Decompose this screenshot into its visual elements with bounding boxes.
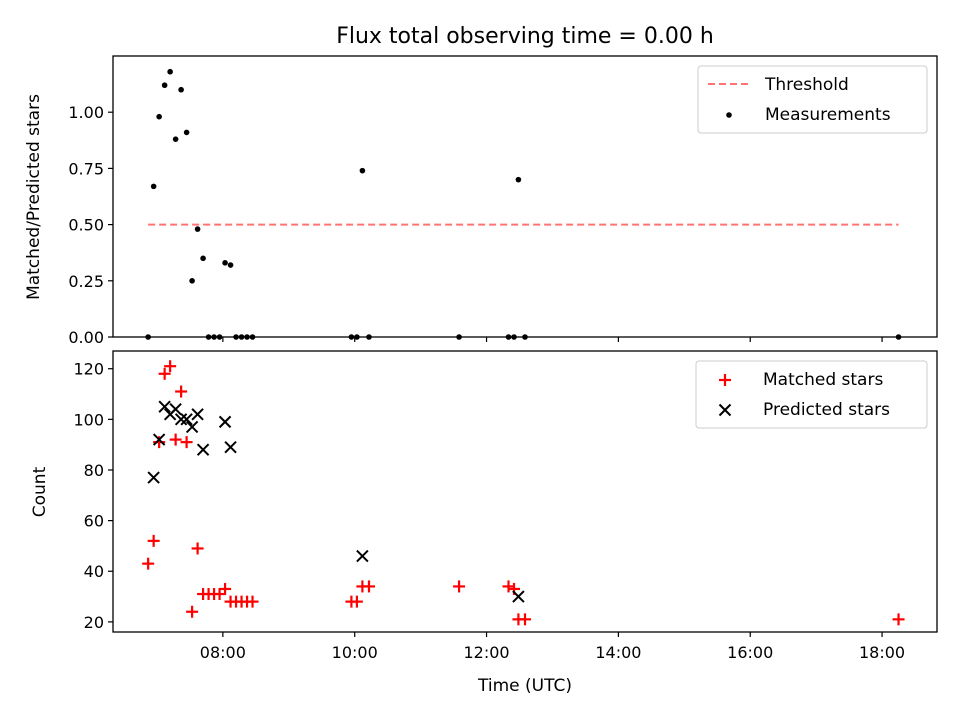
count-y-tick-label: 40 — [84, 562, 104, 581]
count-y-tick-label: 60 — [84, 512, 104, 531]
measurement-point — [161, 82, 168, 89]
predicted-star-point — [174, 413, 188, 426]
predicted-star-point — [158, 400, 171, 413]
matched-star-point — [175, 385, 188, 398]
ratio-y-tick-label: 0.75 — [68, 159, 104, 178]
legend-predicted-label: Predicted stars — [763, 400, 890, 420]
measurement-point — [227, 262, 234, 268]
count-y-tick-label: 120 — [73, 360, 104, 379]
matched-star-point — [502, 580, 515, 593]
count-y-axis-label: Count — [30, 466, 50, 517]
predicted-star-point — [356, 549, 369, 563]
predicted-star-point — [180, 413, 193, 426]
matched-star-point — [164, 360, 177, 373]
count-axes: 20 40 60 80 100 120 08:00 10:00 12:00 14:00 16:00 1… — [73, 360, 905, 662]
measurement-point — [150, 183, 157, 190]
matched-star-point — [246, 595, 259, 608]
measurement-point — [359, 167, 366, 174]
count-y-tick-label: 80 — [84, 461, 104, 480]
count-x-tick-label: 08:00 — [200, 643, 246, 662]
matched-star-point — [892, 613, 905, 626]
matched-star-point — [186, 605, 199, 618]
predicted-star-point — [147, 471, 160, 484]
count-plot-frame — [112, 350, 938, 633]
matched-star-point — [180, 436, 193, 449]
count-y-tick-label: 100 — [73, 410, 104, 429]
count-marks — [142, 360, 905, 626]
predicted-star-point — [218, 415, 232, 429]
count-x-tick-label: 16:00 — [727, 643, 773, 662]
matched-star-point — [158, 367, 171, 380]
predicted-star-point — [152, 433, 166, 446]
count-x-tick-label: 12:00 — [463, 643, 509, 662]
ratio-plot-frame — [112, 55, 938, 338]
predicted-star-point — [191, 408, 204, 421]
predicted-star-point — [224, 440, 237, 454]
count-legend: Matched stars Predicted stars — [695, 360, 928, 429]
legend-measurement-swatch — [726, 112, 732, 118]
count-x-axis-label: Time (UTC) — [477, 676, 572, 696]
count-x-tick-label: 10:00 — [332, 643, 378, 662]
ratio-axes: 0.00 0.25 0.50 0.75 1.00 — [68, 103, 883, 347]
ratio-y-tick-label: 0.25 — [68, 272, 104, 291]
ratio-y-axis-label: Matched/Predicted stars — [24, 94, 44, 300]
legend-predicted-swatch — [718, 403, 732, 417]
measurement-point — [189, 278, 195, 284]
ratio-y-tick-label: 1.00 — [68, 103, 104, 122]
measurement-point — [194, 226, 201, 232]
predicted-star-point — [185, 420, 199, 434]
predicted-star-point — [169, 403, 182, 416]
matched-star-point — [219, 582, 232, 595]
ratio-legend-box — [697, 65, 928, 134]
predicted-star-point — [196, 443, 210, 456]
measurement-point — [515, 176, 522, 183]
matched-star-point — [191, 542, 204, 555]
legend-measurement-label: Measurements — [765, 105, 891, 125]
matched-star-point — [169, 433, 182, 446]
count-subplot: 20 40 60 80 100 120 08:00 10:00 12:00 14:00 16:00 1… — [30, 350, 938, 696]
count-legend-box — [695, 360, 928, 429]
ratio-subplot: 0.00 0.25 0.50 0.75 1.00 Matched/Predicted s… — [24, 55, 938, 347]
ratio-legend: Threshold Measurements — [697, 65, 928, 134]
measurement-point — [178, 86, 184, 93]
measurement-point — [222, 260, 228, 266]
legend-matched-swatch — [719, 374, 731, 386]
legend-matched-label: Matched stars — [763, 370, 883, 390]
count-y-tick-label: 20 — [84, 613, 104, 632]
matched-star-point — [142, 557, 155, 570]
measurement-point — [172, 136, 179, 142]
ratio-y-tick-label: 0.00 — [68, 328, 104, 347]
measurement-point — [167, 68, 173, 75]
figure-title: Flux total observing time = 0.00 h — [336, 24, 714, 49]
ratio-marks — [145, 68, 902, 340]
matched-star-point — [147, 534, 160, 547]
legend-threshold-label: Threshold — [764, 75, 849, 95]
measurement-point — [200, 255, 206, 262]
matched-star-point — [153, 436, 166, 449]
predicted-star-point — [512, 590, 525, 603]
matched-star-point — [350, 595, 363, 608]
matched-star-point — [519, 613, 531, 626]
count-x-tick-label: 14:00 — [595, 643, 641, 662]
measurement-point — [156, 113, 162, 120]
matched-star-point — [362, 580, 375, 593]
ratio-y-tick-label: 0.50 — [68, 216, 104, 235]
count-x-tick-label: 18:00 — [859, 643, 905, 662]
measurement-point — [183, 129, 190, 136]
matched-star-point — [453, 580, 466, 593]
